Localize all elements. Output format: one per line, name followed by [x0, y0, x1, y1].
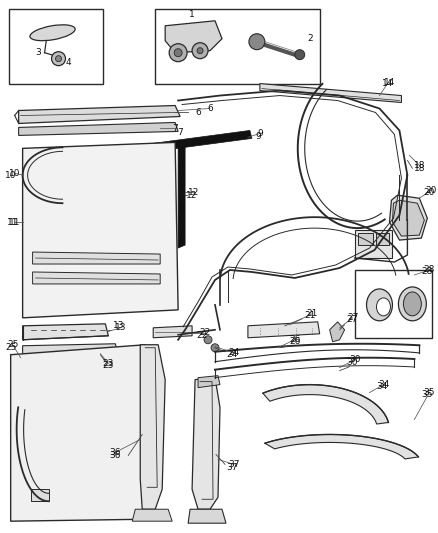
Polygon shape	[115, 131, 252, 156]
Text: 30: 30	[349, 355, 360, 364]
Text: 27: 27	[346, 316, 357, 324]
Circle shape	[56, 55, 61, 62]
Ellipse shape	[403, 292, 421, 316]
Polygon shape	[23, 142, 178, 318]
Text: 7: 7	[177, 128, 183, 137]
Text: 11: 11	[7, 217, 18, 227]
Circle shape	[197, 47, 203, 54]
Text: 12: 12	[187, 191, 198, 200]
Bar	[9, 9, 103, 84]
Text: 36: 36	[110, 448, 121, 457]
Text: 23: 23	[102, 361, 114, 370]
Polygon shape	[132, 509, 172, 521]
Text: 26: 26	[289, 335, 300, 344]
Text: 25: 25	[7, 340, 18, 349]
Polygon shape	[178, 146, 185, 248]
Text: 24: 24	[228, 348, 240, 357]
Text: 6: 6	[207, 104, 213, 113]
Bar	[357, 233, 372, 245]
Ellipse shape	[399, 287, 426, 321]
Bar	[355, 270, 432, 338]
Polygon shape	[392, 200, 424, 236]
Text: 34: 34	[378, 380, 389, 389]
Text: 1: 1	[189, 10, 195, 19]
Text: 34: 34	[376, 382, 387, 391]
Polygon shape	[389, 195, 427, 240]
Polygon shape	[198, 376, 220, 387]
Text: 36: 36	[110, 451, 121, 460]
Text: 3: 3	[36, 48, 42, 57]
Bar	[155, 9, 320, 84]
Text: 22: 22	[199, 328, 211, 337]
Ellipse shape	[377, 298, 390, 316]
Text: 10: 10	[9, 169, 21, 178]
Text: 28: 28	[422, 268, 433, 277]
Text: 35: 35	[424, 388, 435, 397]
Polygon shape	[11, 345, 148, 521]
Polygon shape	[23, 344, 118, 358]
Polygon shape	[248, 322, 320, 338]
Polygon shape	[19, 123, 178, 135]
Polygon shape	[165, 21, 222, 53]
Circle shape	[169, 44, 187, 62]
Polygon shape	[23, 210, 175, 217]
Polygon shape	[330, 322, 345, 342]
Text: 35: 35	[422, 390, 433, 399]
Circle shape	[249, 34, 265, 50]
Text: 9: 9	[257, 129, 263, 138]
Polygon shape	[19, 106, 180, 124]
Text: 24: 24	[226, 350, 237, 359]
Text: 20: 20	[424, 188, 435, 197]
Polygon shape	[188, 509, 226, 523]
Polygon shape	[23, 324, 108, 340]
Text: 28: 28	[424, 265, 435, 274]
Text: 21: 21	[304, 311, 315, 320]
Text: 6: 6	[195, 108, 201, 117]
Ellipse shape	[30, 25, 75, 41]
Bar	[31, 489, 49, 501]
Text: 20: 20	[426, 185, 437, 195]
Text: 23: 23	[102, 359, 114, 368]
Text: 30: 30	[346, 358, 357, 367]
Text: 12: 12	[188, 188, 200, 197]
Bar	[355, 230, 392, 258]
Text: 18: 18	[413, 161, 425, 170]
Text: 27: 27	[347, 313, 358, 322]
Text: 7: 7	[172, 124, 178, 133]
Text: 37: 37	[228, 460, 240, 469]
Text: 14: 14	[382, 79, 393, 88]
Text: 11: 11	[9, 217, 21, 227]
Polygon shape	[23, 222, 175, 229]
Text: 37: 37	[226, 463, 238, 472]
Circle shape	[204, 336, 212, 344]
Polygon shape	[32, 252, 160, 264]
Text: 25: 25	[5, 343, 16, 352]
Bar	[375, 233, 389, 245]
Text: 26: 26	[289, 337, 300, 346]
Text: 14: 14	[384, 78, 395, 87]
Text: 10: 10	[5, 171, 16, 180]
Text: 13: 13	[115, 324, 126, 332]
Circle shape	[295, 50, 305, 60]
Text: 18: 18	[413, 164, 425, 173]
Polygon shape	[192, 378, 220, 509]
Polygon shape	[265, 434, 418, 459]
Polygon shape	[153, 326, 192, 338]
Text: 2: 2	[307, 34, 313, 43]
Text: 4: 4	[66, 58, 71, 67]
Circle shape	[192, 43, 208, 59]
Text: 9: 9	[255, 132, 261, 141]
Polygon shape	[32, 272, 160, 284]
Text: 21: 21	[306, 309, 318, 318]
Polygon shape	[23, 236, 175, 243]
Polygon shape	[140, 345, 165, 509]
Polygon shape	[263, 385, 389, 424]
Text: 22: 22	[196, 332, 208, 340]
Polygon shape	[260, 84, 401, 102]
Text: 13: 13	[113, 321, 124, 330]
Circle shape	[52, 52, 66, 66]
Circle shape	[174, 49, 182, 56]
Circle shape	[211, 344, 219, 352]
Ellipse shape	[367, 289, 392, 321]
